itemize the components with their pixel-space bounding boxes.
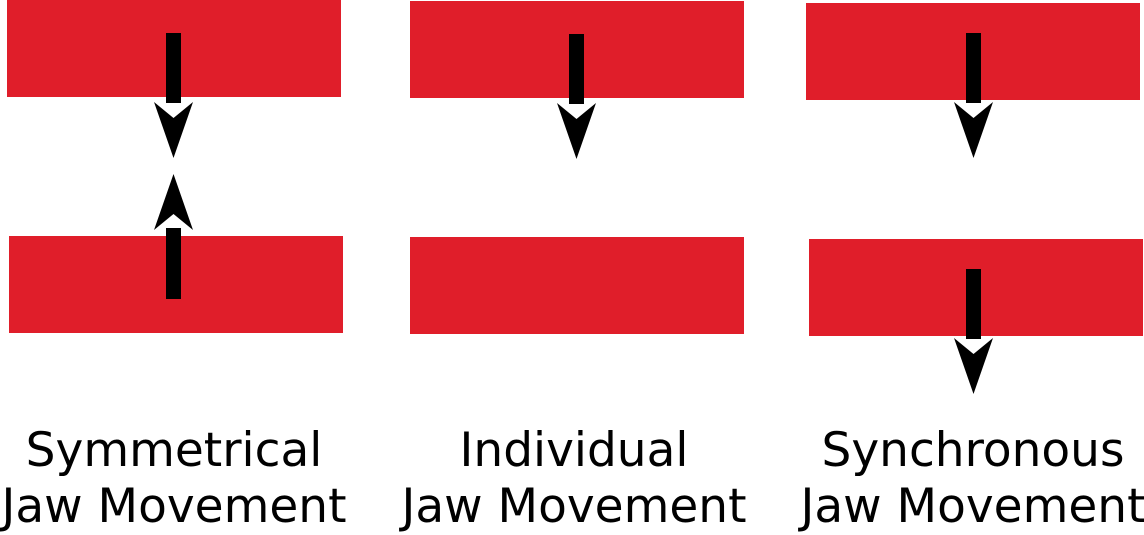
symmetrical-down-arrow-icon	[154, 33, 193, 158]
individual-caption-line2: Jaw Movement	[401, 479, 747, 534]
symmetrical-caption-line1: Symmetrical	[25, 423, 323, 478]
symmetrical-caption-line2: Jaw Movement	[1, 479, 347, 534]
synchronous-upper-down-arrow-icon	[954, 33, 993, 158]
symmetrical-caption: Symmetrical Jaw Movement	[0, 423, 354, 535]
synchronous-caption-line1: Synchronous	[821, 423, 1125, 478]
individual-lower-jaw	[410, 237, 744, 334]
synchronous-caption: Synchronous Jaw Movement	[793, 423, 1144, 535]
individual-caption: Individual Jaw Movement	[394, 423, 754, 535]
individual-caption-line1: Individual	[459, 423, 689, 478]
synchronous-caption-line2: Jaw Movement	[800, 479, 1144, 534]
synchronous-lower-down-arrow-icon	[954, 269, 993, 394]
symmetrical-up-arrow-icon	[154, 174, 193, 299]
individual-down-arrow-icon	[557, 34, 596, 159]
